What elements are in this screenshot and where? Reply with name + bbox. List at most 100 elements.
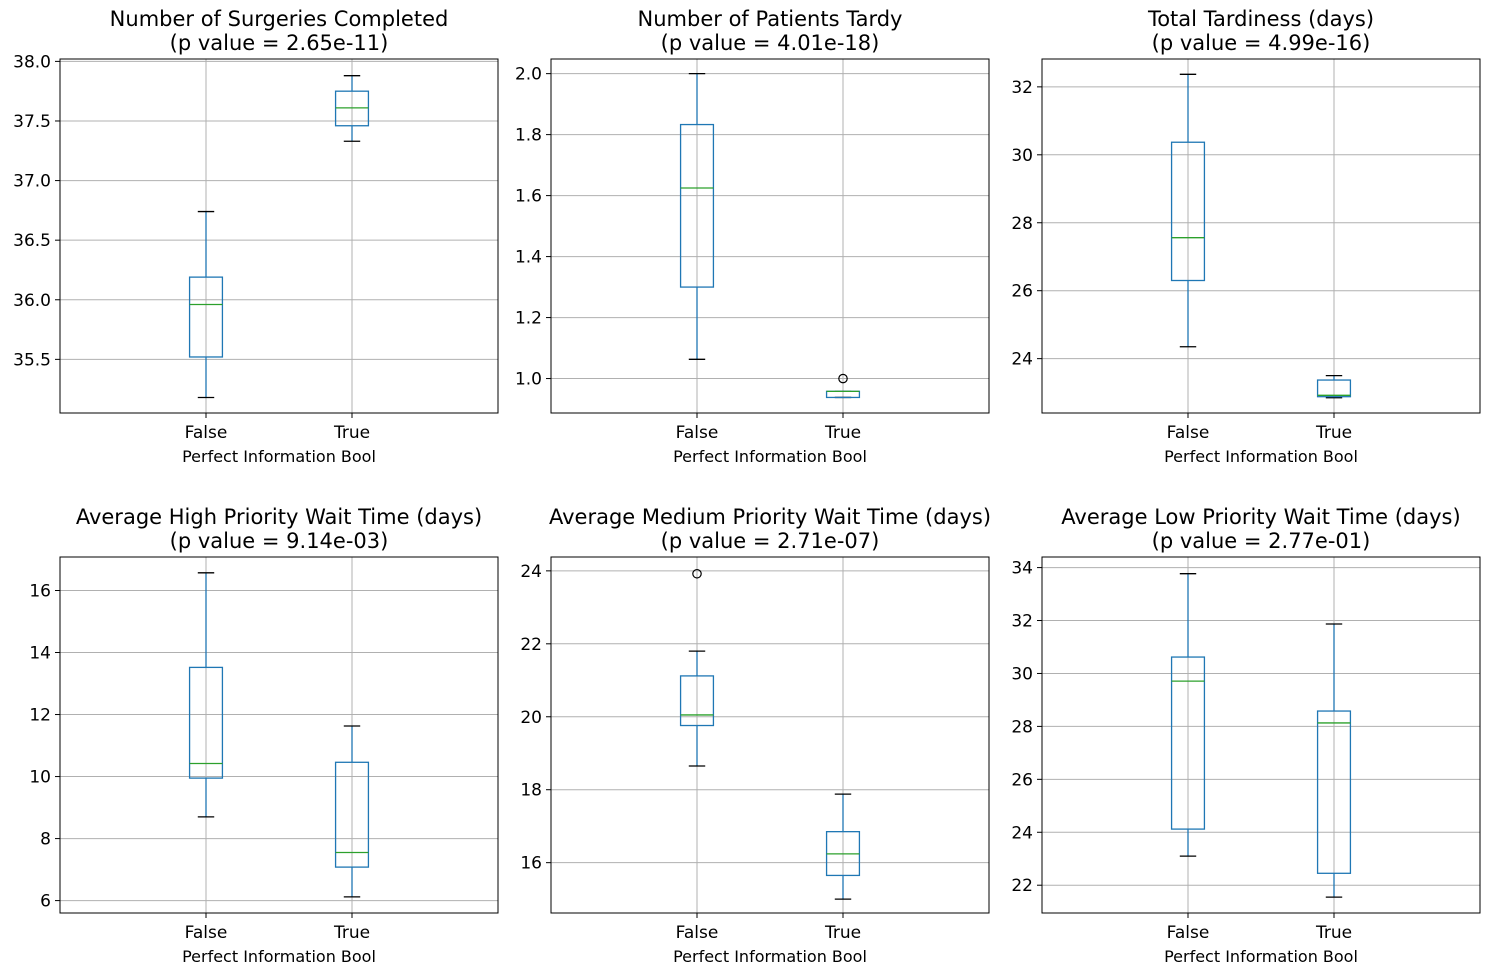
box-true xyxy=(334,725,370,898)
y-tick-label: 12 xyxy=(29,706,51,726)
y-tick-label: 36.5 xyxy=(13,231,51,251)
box-true xyxy=(334,75,370,142)
y-tick-label: 1.4 xyxy=(515,248,542,268)
y-tick-label: 35.5 xyxy=(13,350,51,370)
x-tick-label: False xyxy=(1167,923,1210,943)
y-tick-label: 18 xyxy=(520,781,542,801)
y-tick-label: 20 xyxy=(520,708,542,728)
x-axis-label: Perfect Information Bool xyxy=(673,947,867,966)
x-axis-label: Perfect Information Bool xyxy=(182,947,376,966)
y-tick-label: 30 xyxy=(1011,146,1033,166)
y-tick-label: 28 xyxy=(1011,717,1033,737)
y-tick-label: 26 xyxy=(1011,770,1033,790)
iqr-box xyxy=(679,675,715,727)
y-tick-label: 16 xyxy=(29,581,51,601)
y-tick-label: 8 xyxy=(40,830,51,850)
box-false xyxy=(188,572,224,818)
outlier-point xyxy=(838,373,848,384)
x-tick-label: True xyxy=(1315,423,1352,443)
chart-subtitle: (p value = 2.71e-07) xyxy=(661,529,880,553)
x-tick-label: False xyxy=(1167,423,1210,443)
axes-frame xyxy=(550,58,990,414)
y-tick-label: 16 xyxy=(520,854,542,874)
chart-panel-2: 1.0 1.2 1.4 1.6 1.8 2.0 False True Perfect Infor… xyxy=(515,7,990,466)
y-tick-label: 1.2 xyxy=(515,309,542,329)
iqr-box xyxy=(1316,710,1352,874)
x-tick-label: False xyxy=(676,923,719,943)
y-tick-label: 38.0 xyxy=(13,52,51,72)
y-tick-label: 24 xyxy=(1011,823,1033,843)
axes-frame xyxy=(59,58,499,414)
box-true xyxy=(1316,623,1352,898)
y-tick-label: 24 xyxy=(1011,350,1033,370)
x-tick-label: True xyxy=(333,423,370,443)
y-tick-label: 1.8 xyxy=(515,126,542,146)
iqr-box xyxy=(1316,379,1352,398)
chart-panel-1: 35.5 36.0 36.5 37.0 37.5 38.0 False True Perfect… xyxy=(13,7,499,466)
box-false xyxy=(679,568,715,767)
x-tick-label: True xyxy=(1315,923,1352,943)
x-axis-label: Perfect Information Bool xyxy=(1164,947,1358,966)
chart-title: Number of Patients Tardy xyxy=(638,7,903,31)
iqr-box xyxy=(679,123,715,288)
iqr-box xyxy=(188,666,224,779)
chart-title: Number of Surgeries Completed xyxy=(110,7,449,31)
chart-subtitle: (p value = 9.14e-03) xyxy=(170,529,389,553)
y-tick-label: 1.0 xyxy=(515,370,542,390)
y-tick-label: 2.0 xyxy=(515,65,542,85)
chart-subtitle: (p value = 4.01e-18) xyxy=(661,31,880,55)
y-tick-label: 37.5 xyxy=(13,112,51,132)
box-true xyxy=(1316,374,1352,399)
box-false xyxy=(188,210,224,399)
outlier-point xyxy=(692,568,702,579)
chart-subtitle: (p value = 2.65e-11) xyxy=(170,31,389,55)
chart-title: Average Medium Priority Wait Time (days) xyxy=(549,505,991,529)
axes-frame xyxy=(59,556,499,914)
x-axis-label: Perfect Information Bool xyxy=(1164,447,1358,466)
y-tick-label: 24 xyxy=(520,562,542,582)
y-tick-label: 30 xyxy=(1011,664,1033,684)
box-true xyxy=(825,373,861,399)
y-tick-label: 28 xyxy=(1011,214,1033,234)
x-tick-label: False xyxy=(185,923,228,943)
axes-frame xyxy=(1041,556,1481,914)
chart-panel-3: 24 26 28 30 32 False True Perfect Information B… xyxy=(1011,7,1481,466)
iqr-box xyxy=(334,761,370,868)
y-tick-label: 14 xyxy=(29,644,51,664)
box-false xyxy=(1170,73,1206,348)
x-tick-label: False xyxy=(676,423,719,443)
x-tick-label: False xyxy=(185,423,228,443)
y-tick-label: 32 xyxy=(1011,612,1033,632)
chart-subtitle: (p value = 4.99e-16) xyxy=(1152,31,1371,55)
y-tick-label: 22 xyxy=(520,635,542,655)
box-false xyxy=(1170,573,1206,857)
y-tick-label: 36.0 xyxy=(13,291,51,311)
box-true xyxy=(825,793,861,900)
x-tick-label: True xyxy=(333,923,370,943)
chart-subtitle: (p value = 2.77e-01) xyxy=(1152,529,1371,553)
x-tick-label: True xyxy=(824,423,861,443)
y-tick-label: 1.6 xyxy=(515,187,542,207)
x-tick-label: True xyxy=(824,923,861,943)
chart-panel-5: 16 18 20 22 24 False True Perfect Information B… xyxy=(520,505,991,966)
chart-title: Total Tardiness (days) xyxy=(1147,7,1374,31)
axes-frame xyxy=(550,556,990,914)
y-tick-label: 22 xyxy=(1011,876,1033,896)
y-tick-label: 37.0 xyxy=(13,172,51,192)
x-axis-label: Perfect Information Bool xyxy=(673,447,867,466)
x-axis-label: Perfect Information Bool xyxy=(182,447,376,466)
y-tick-label: 10 xyxy=(29,768,51,788)
y-tick-label: 32 xyxy=(1011,78,1033,98)
y-tick-label: 6 xyxy=(40,892,51,912)
chart-panel-4: 6 8 10 12 14 16 False True Perfect Information B… xyxy=(29,505,499,966)
iqr-box xyxy=(1170,656,1206,830)
chart-panel-6: 22 24 26 28 30 32 34 False True Perfect Informati… xyxy=(1011,505,1481,966)
chart-title: Average High Priority Wait Time (days) xyxy=(76,505,482,529)
y-tick-label: 34 xyxy=(1011,559,1033,579)
axes-frame xyxy=(1041,58,1481,414)
iqr-box xyxy=(1170,141,1206,282)
iqr-box xyxy=(188,276,224,358)
chart-title: Average Low Priority Wait Time (days) xyxy=(1061,505,1460,529)
y-tick-label: 26 xyxy=(1011,282,1033,302)
